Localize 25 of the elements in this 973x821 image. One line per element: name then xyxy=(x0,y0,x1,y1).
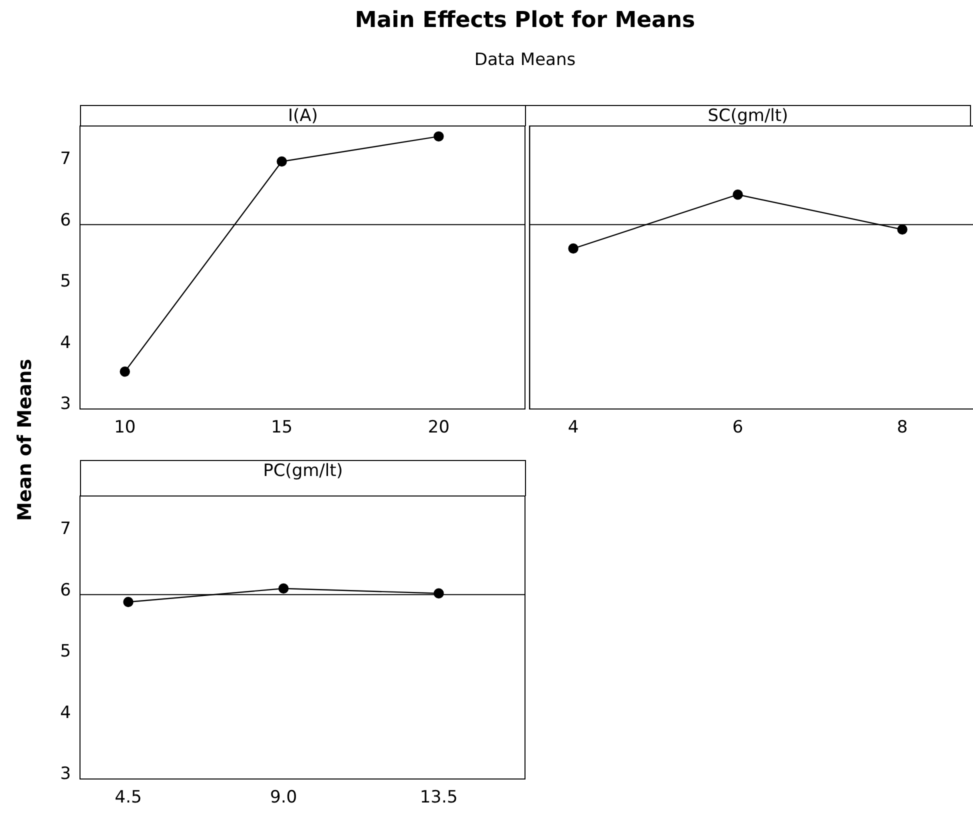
text: Main Effects Plot for Means xyxy=(354,8,696,33)
y-tick-label: 5 xyxy=(60,642,71,662)
x-tick-label: 9.0 xyxy=(270,788,298,808)
x-tick-label: 4.5 xyxy=(114,788,142,808)
y-tick-label: 4 xyxy=(60,702,71,723)
y-tick-label: 4 xyxy=(60,332,71,353)
y-tick-label: 6 xyxy=(60,580,71,600)
y-tick-label: 3 xyxy=(60,764,71,784)
y-tick-label: 5 xyxy=(60,272,71,292)
y-tick-label: 7 xyxy=(60,149,71,170)
y-axis-title: Mean of Means xyxy=(14,358,36,524)
y-tick-label: 6 xyxy=(60,210,71,230)
chart-title: I(A) xyxy=(80,105,526,126)
x-tick-label: 8 xyxy=(896,418,908,438)
chart-title: SC(gm/lt) xyxy=(525,105,971,126)
x-tick-label: 20 xyxy=(428,418,450,438)
y-tick-label: 3 xyxy=(60,394,71,414)
y-tick-label: 7 xyxy=(60,519,71,540)
chart-title: PC(gm/lt) xyxy=(80,460,526,496)
x-tick-label: 13.5 xyxy=(420,788,458,808)
x-tick-label: 6 xyxy=(732,418,744,438)
x-tick-label: 4 xyxy=(568,418,579,438)
x-tick-label: 10 xyxy=(114,418,136,438)
text: Data Means xyxy=(473,50,577,70)
x-tick-label: 15 xyxy=(270,418,293,438)
